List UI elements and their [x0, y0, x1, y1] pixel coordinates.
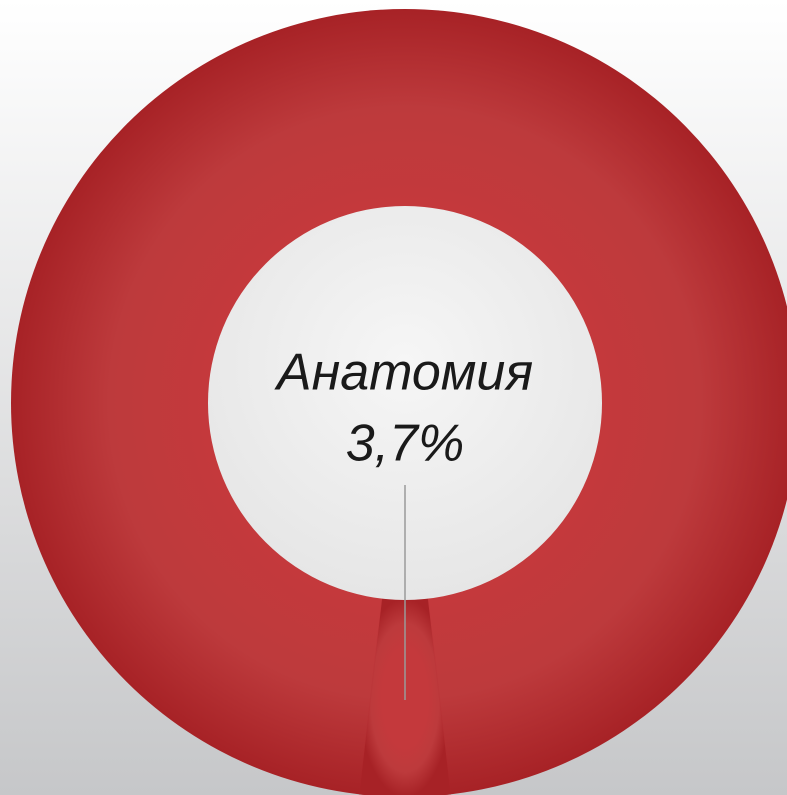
- slice-label: Анатомия: [274, 344, 533, 402]
- slice-value-label: 3,7%: [346, 415, 465, 473]
- donut-hole: [208, 206, 602, 600]
